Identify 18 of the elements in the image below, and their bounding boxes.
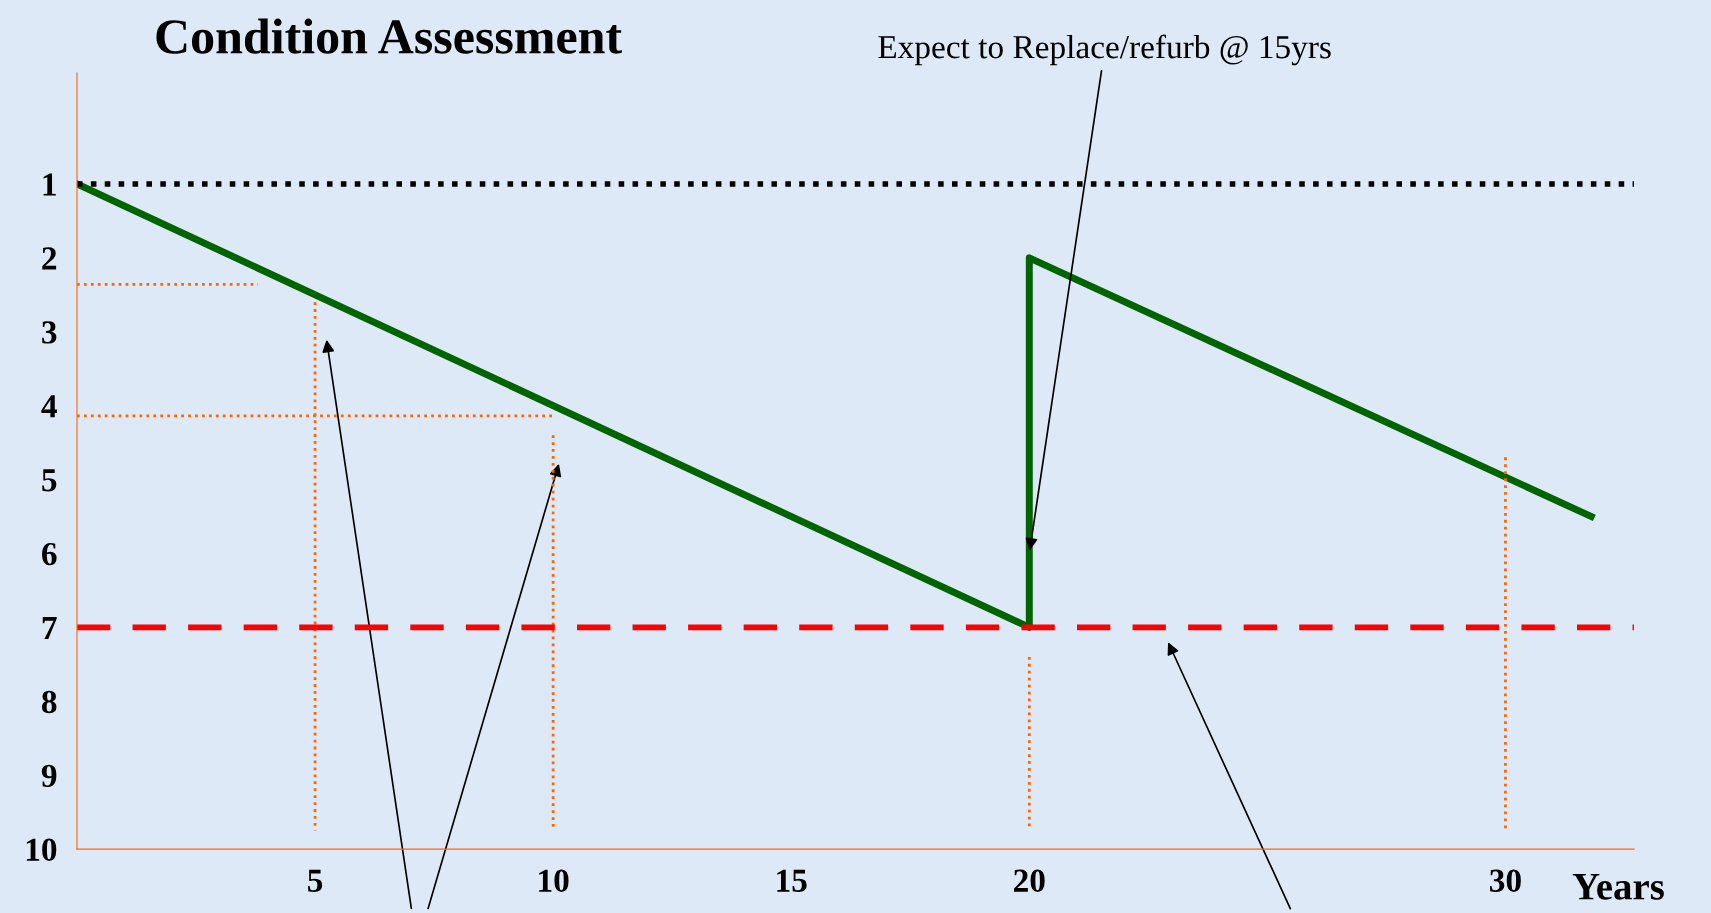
y-tick-label: 7 xyxy=(42,617,57,639)
y-tick-label: 10 xyxy=(26,838,57,861)
x-tick-label: 10 xyxy=(539,869,569,892)
x-axis-title: Years xyxy=(1572,873,1664,900)
x-tick-label: 15 xyxy=(777,869,807,892)
y-tick-label: 2 xyxy=(42,247,57,270)
x-tick-label: 30 xyxy=(1490,869,1521,892)
annotation: Expect to Replace/refurb @ 15yrs xyxy=(878,34,1331,66)
chart-title: Condition Assessment xyxy=(156,18,622,54)
y-tick-label: 9 xyxy=(41,764,57,788)
x-tick-label: 5 xyxy=(308,869,323,892)
y-tick-label: 5 xyxy=(42,469,57,492)
y-tick-label: 6 xyxy=(42,542,57,566)
x-tick-label: 20 xyxy=(1014,869,1045,892)
y-tick-label: 8 xyxy=(41,690,57,714)
y-tick-label: 3 xyxy=(42,321,57,344)
y-tick-label: 4 xyxy=(41,395,57,418)
y-tick-label: 1 xyxy=(43,173,56,196)
